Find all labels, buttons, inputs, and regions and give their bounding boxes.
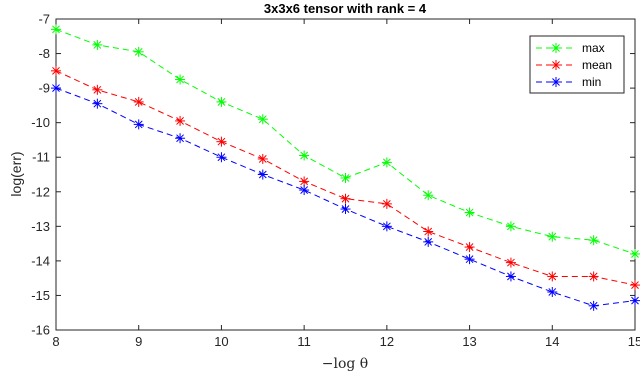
data-point bbox=[588, 300, 599, 311]
data-point bbox=[381, 157, 392, 168]
data-point bbox=[547, 286, 558, 297]
legend-label: mean bbox=[582, 58, 612, 72]
x-tick-label: 13 bbox=[462, 334, 476, 349]
legend: max mean min bbox=[529, 35, 625, 94]
data-point bbox=[464, 254, 475, 265]
y-tick-label: -13 bbox=[31, 219, 50, 234]
data-point bbox=[464, 242, 475, 253]
legend-marker bbox=[551, 60, 561, 70]
series-line bbox=[55, 70, 636, 286]
series-max bbox=[51, 24, 640, 259]
series-layer bbox=[51, 24, 640, 311]
data-point bbox=[175, 115, 186, 126]
y-tick-label: -7 bbox=[38, 12, 50, 27]
y-tick-label: -14 bbox=[31, 253, 50, 268]
data-point bbox=[92, 98, 103, 109]
data-point bbox=[381, 198, 392, 209]
x-tick-label: 9 bbox=[135, 334, 142, 349]
data-point bbox=[257, 169, 268, 180]
legend-label: max bbox=[582, 41, 605, 55]
axis-ticks: 8 9 10 11 12 13 14 15 -7 -8 -9 -10 -11 -12 -13 -14 -15 -1… bbox=[31, 12, 640, 350]
legend-item-max: max bbox=[536, 41, 605, 55]
data-point bbox=[547, 271, 558, 282]
data-point bbox=[423, 226, 434, 237]
y-axis-label: log(err) bbox=[8, 151, 24, 196]
data-point bbox=[51, 24, 61, 35]
series-line bbox=[55, 28, 636, 255]
y-tick-label: -15 bbox=[31, 288, 50, 303]
x-tick-label: 15 bbox=[628, 334, 640, 349]
data-point bbox=[505, 257, 516, 268]
data-point bbox=[505, 221, 516, 232]
x-tick-label: 11 bbox=[297, 334, 311, 349]
legend-box bbox=[529, 35, 625, 94]
data-point bbox=[588, 235, 599, 246]
data-point bbox=[464, 207, 475, 218]
y-tick-label: -10 bbox=[31, 115, 50, 130]
data-point bbox=[133, 96, 144, 107]
data-point bbox=[630, 295, 640, 306]
x-tick-label: 14 bbox=[545, 334, 559, 349]
data-point bbox=[299, 150, 310, 161]
chart-title: 3x3x6 tensor with rank = 4 bbox=[264, 1, 427, 16]
data-point bbox=[216, 96, 227, 107]
data-point bbox=[175, 74, 186, 85]
data-point bbox=[423, 190, 434, 201]
series-min bbox=[51, 83, 640, 311]
y-tick-label: -11 bbox=[32, 150, 50, 165]
data-point bbox=[92, 84, 103, 95]
data-point bbox=[340, 204, 351, 215]
y-tick-label: -8 bbox=[38, 46, 50, 61]
data-point bbox=[133, 46, 144, 57]
data-point bbox=[51, 65, 61, 76]
x-tick-label: 10 bbox=[214, 334, 228, 349]
data-point bbox=[381, 221, 392, 232]
data-point bbox=[423, 236, 434, 247]
data-point bbox=[133, 119, 144, 130]
x-tick-label: 8 bbox=[52, 334, 59, 349]
data-point bbox=[92, 39, 103, 50]
data-point bbox=[547, 231, 558, 242]
x-tick-label: 12 bbox=[380, 334, 394, 349]
data-point bbox=[175, 133, 186, 144]
data-point bbox=[257, 114, 268, 125]
legend-item-min: min bbox=[536, 75, 601, 89]
legend-label: min bbox=[582, 75, 601, 89]
data-point bbox=[299, 176, 310, 187]
data-point bbox=[216, 136, 227, 147]
y-tick-label: -16 bbox=[31, 323, 50, 338]
data-point bbox=[340, 172, 351, 183]
data-point bbox=[257, 153, 268, 164]
legend-marker bbox=[551, 77, 561, 87]
data-point bbox=[216, 152, 227, 163]
data-point bbox=[505, 271, 516, 282]
data-point bbox=[630, 248, 640, 259]
x-axis-label: −log θ bbox=[322, 356, 368, 372]
data-point bbox=[630, 280, 640, 291]
legend-marker bbox=[551, 43, 561, 53]
series-mean bbox=[51, 65, 640, 291]
y-tick-label: -9 bbox=[38, 81, 50, 96]
y-tick-label: -12 bbox=[31, 184, 50, 199]
legend-item-mean: mean bbox=[536, 58, 612, 72]
data-point bbox=[588, 271, 599, 282]
data-point bbox=[340, 193, 351, 204]
data-point bbox=[51, 83, 61, 94]
data-point bbox=[299, 185, 310, 196]
